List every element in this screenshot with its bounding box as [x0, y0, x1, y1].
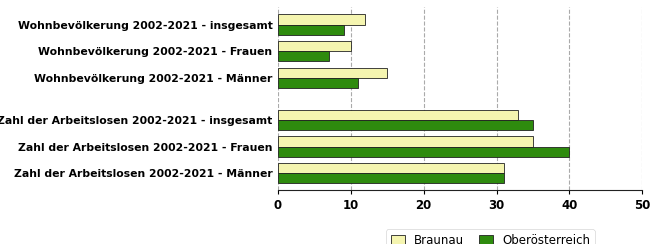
Bar [278, 120, 533, 130]
Bar [278, 41, 351, 51]
Bar [278, 110, 518, 120]
Bar [278, 163, 504, 173]
Legend: Braunau, Oberösterreich: Braunau, Oberösterreich [386, 229, 595, 244]
Bar [278, 78, 358, 88]
Bar [278, 147, 569, 157]
Bar [278, 14, 365, 25]
Bar [278, 51, 329, 61]
Bar [278, 136, 533, 147]
Bar [278, 25, 344, 35]
Bar [278, 173, 504, 183]
Bar [278, 68, 387, 78]
